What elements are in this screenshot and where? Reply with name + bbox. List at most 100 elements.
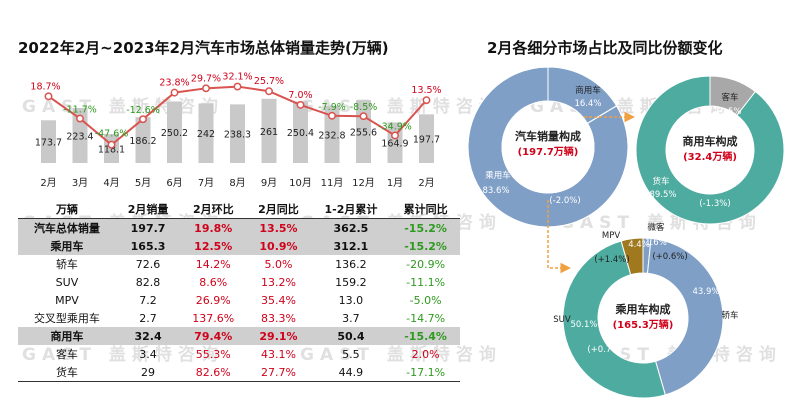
table-cell: 7.2 xyxy=(139,293,157,307)
table-cell: 83.3% xyxy=(261,311,296,325)
table-cell: 2.0% xyxy=(411,347,440,361)
donut-subtitle: (197.7万辆) xyxy=(518,145,579,158)
donut-label: 4.4% xyxy=(628,240,650,250)
table-cell: 14.2% xyxy=(195,257,231,271)
table-cell: -11.1% xyxy=(406,275,446,289)
x-tick-label: 1月 xyxy=(387,177,403,189)
bar-value-label: 255.6 xyxy=(350,128,377,139)
bar-7 xyxy=(261,98,277,163)
donut-slice xyxy=(635,75,785,225)
table-cell: MPV xyxy=(55,293,79,307)
table-header-cell: 1-2月累计 xyxy=(310,200,392,219)
table-cell: 55.3% xyxy=(195,347,231,361)
table-cell: 32.4 xyxy=(115,327,181,345)
table-cell: 3.4 xyxy=(139,347,157,361)
bar-value-label: 261 xyxy=(260,127,278,138)
table-cell: 197.7 xyxy=(115,218,181,237)
table-cell: 27.7% xyxy=(246,363,311,382)
donut-label: (-1.3%) xyxy=(699,199,730,209)
table-cell: -15.4% xyxy=(391,327,460,345)
table-cell: 轿车 xyxy=(55,258,78,271)
bar-9 xyxy=(324,105,340,163)
yoy-label: -34.9% xyxy=(378,121,412,132)
donut-label: 43.9% xyxy=(692,287,719,297)
table-cell: 10.9% xyxy=(246,237,311,255)
donut-label: (+0.7%) xyxy=(587,345,622,355)
yoy-point xyxy=(296,100,305,109)
table-cell: 13.0 xyxy=(338,293,364,307)
yoy-label: 23.8% xyxy=(159,78,189,89)
donut-label: (-2.0%) xyxy=(549,196,580,206)
bar-value-label: 223.4 xyxy=(66,132,93,143)
x-tick-label: 4月 xyxy=(103,177,119,189)
right-chart-title: 2月各细分市场占比及同比份额变化 xyxy=(487,39,723,57)
yoy-label: 13.5% xyxy=(411,85,441,96)
x-tick-label: 2月 xyxy=(418,177,434,189)
table-cell: 5.5 xyxy=(342,347,360,361)
table-row: 商用车 32.4 79.4% 29.1% 50.4 -15.4% xyxy=(18,327,460,345)
donut-label: (+1.4%) xyxy=(594,255,629,265)
donut-label: 89.5% xyxy=(649,190,676,200)
table-cell: 82.6% xyxy=(180,363,247,382)
donut-title: 汽车销量构成 xyxy=(515,129,581,143)
yoy-point xyxy=(170,88,179,97)
donut-label: 16.4% xyxy=(574,99,601,109)
table-cell: 12.5% xyxy=(180,237,247,255)
x-tick-label: 6月 xyxy=(166,177,182,189)
donut-label: (-2.7%) xyxy=(646,329,677,339)
donut-slice xyxy=(562,240,666,399)
table-cell: -20.9% xyxy=(406,257,446,271)
table-cell: 165.3 xyxy=(115,237,181,255)
yoy-point xyxy=(76,114,84,123)
donut-slice xyxy=(467,66,629,228)
bar-value-label: 238.3 xyxy=(224,130,251,141)
donut-title: 乘用车构成 xyxy=(615,302,671,316)
donut-subtitle: (32.4万辆) xyxy=(683,150,737,163)
yoy-label: -7.9% xyxy=(318,102,346,113)
yoy-point xyxy=(139,115,147,124)
bar-5 xyxy=(198,103,214,163)
donut-label: 轿车 xyxy=(721,310,738,321)
bar-value-label: 118.1 xyxy=(98,144,125,155)
sales-trend-chart: 173.7 2月 223.4 3月 118.1 4月 186.2 5月 250.2 6月 242 7月… xyxy=(30,72,441,189)
donut-label: 1.6% xyxy=(645,238,667,248)
table-cell: -14.7% xyxy=(406,311,446,325)
x-tick-label: 9月 xyxy=(261,177,277,189)
bar-value-label: 250.4 xyxy=(287,128,314,139)
table-row: 货车 29 82.6% 27.7% 44.9 -17.1% xyxy=(18,363,460,382)
table-row: 轿车 72.6 14.2% 5.0% 136.2 -20.9% xyxy=(18,255,460,273)
bar-value-label: 242 xyxy=(197,129,215,140)
yoy-label: 18.7% xyxy=(30,81,60,92)
sales-table: 万辆 2月销量 2月环比 2月同比 1-2月累计 累计同比 汽车总体销量 197.7 19.8%… xyxy=(18,200,460,382)
table-row: 汽车总体销量 197.7 19.8% 13.5% 362.5 -15.2% xyxy=(18,218,460,237)
yoy-point xyxy=(328,111,336,120)
yoy-point xyxy=(359,112,368,121)
donut-label: 10.5% xyxy=(714,107,741,117)
table-cell: 8.6% xyxy=(199,275,228,289)
table-row: 乘用车 165.3 12.5% 10.9% 312.1 -15.2% xyxy=(18,237,460,255)
donut-subtitle: (165.3万辆) xyxy=(613,318,674,331)
table-cell: 72.6 xyxy=(135,257,161,271)
table-cell: -17.1% xyxy=(391,363,460,382)
donut-label: 客车 xyxy=(721,92,738,103)
table-cell: 137.6% xyxy=(192,311,235,325)
table-header-cell: 累计同比 xyxy=(391,200,460,219)
donut-label: 货车 xyxy=(652,176,669,187)
bar-0 xyxy=(41,120,56,163)
left-chart-title: 2022年2月~2023年2月汽车市场总体销量走势(万辆) xyxy=(18,39,389,57)
bar-3 xyxy=(135,117,151,163)
table-cell: 43.1% xyxy=(261,347,296,361)
table-cell: 26.9% xyxy=(195,293,231,307)
table-cell: 50.4 xyxy=(310,327,392,345)
table-row: 客车 3.4 55.3% 43.1% 5.5 2.0% xyxy=(18,345,460,363)
table-cell: 44.9 xyxy=(310,363,392,382)
table-cell: 2.7 xyxy=(139,311,157,325)
table-cell: 35.4% xyxy=(261,293,296,307)
donut-label: 乘用车 xyxy=(485,170,511,181)
table-cell: 3.7 xyxy=(342,311,360,325)
bar-value-label: 164.9 xyxy=(381,139,408,150)
table-cell: 362.5 xyxy=(310,218,392,237)
bar-value-label: 232.8 xyxy=(318,130,345,141)
x-tick-label: 2月 xyxy=(40,177,56,189)
bar-value-label: 197.7 xyxy=(413,135,440,146)
